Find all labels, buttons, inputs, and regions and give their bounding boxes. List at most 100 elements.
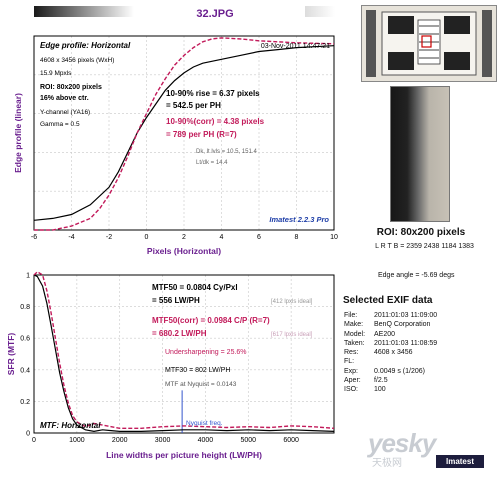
- x-tick-label: 6000: [283, 437, 299, 444]
- roi-crop-image: [390, 86, 450, 222]
- annot-brand: Imatest 2.2.3 Pro: [269, 215, 329, 224]
- x-tick-label: 0: [145, 234, 149, 241]
- x-tick-label: 8: [295, 234, 299, 241]
- annot-gamma: Gamma = 0.5: [40, 121, 80, 128]
- series-line-corrected: [33, 270, 335, 429]
- watermark-sub: 天极网: [372, 458, 402, 469]
- exif-key: Make:: [344, 321, 364, 329]
- mtf-title: MTF: Horizontal: [40, 421, 101, 430]
- annot-corr1: 10-90%(corr) = 4.38 pixels: [166, 117, 265, 126]
- exif-key: ISO:: [344, 386, 359, 394]
- watermark-text: yesky: [368, 428, 436, 458]
- exif-row: File: 2011:01:03 11:09:00: [344, 311, 437, 320]
- y-tick-label: 0: [26, 431, 30, 438]
- annot-above: 16% above ctr.: [40, 95, 89, 102]
- exif-row: ISO: 100: [344, 385, 437, 394]
- x-tick-label: 6: [257, 234, 261, 241]
- x-tick-label: 4: [220, 234, 224, 241]
- annot-nyquist-label: Nyquist freq.: [186, 420, 223, 427]
- annot-ideal1: [412 lpxls ideal]: [271, 299, 313, 305]
- exif-key: Aper:: [344, 377, 361, 385]
- edge-profile-xlabel: Pixels (Horizontal): [147, 246, 221, 256]
- brightness-gradient-bar: [34, 6, 134, 17]
- x-tick-label: 1000: [69, 437, 85, 444]
- annot-corr2: = 789 per PH (R=7): [166, 130, 237, 139]
- test-chart-picture: [362, 6, 496, 81]
- exif-key: Model:: [344, 330, 366, 338]
- exif-value: 100: [374, 386, 386, 394]
- x-tick-label: 10: [330, 234, 338, 241]
- brightness-gradient-bar-right: [305, 6, 335, 17]
- exif-row: Model: AE200: [344, 330, 437, 339]
- x-tick-label: 2: [182, 234, 186, 241]
- annot-dk: Dk, lt lvls = 10.5, 151.4: [196, 149, 258, 155]
- y-tick-label: 0.8: [20, 304, 30, 311]
- annot-mtf50b: = 556 LW/PH: [152, 296, 200, 305]
- edge-angle: Edge angle = -5.69 degs: [378, 272, 455, 279]
- annot-size-px: 4608 x 3456 pixels (WxH): [40, 57, 114, 64]
- test-chart-thumbnail: [361, 5, 497, 82]
- exif-title: Selected EXIF data: [343, 295, 433, 306]
- series-line-corrected: [34, 37, 335, 231]
- exif-value: f/2.5: [374, 377, 388, 385]
- exif-row: Exp: 0.0049 s (1/206): [344, 367, 437, 376]
- series-line-measured: [33, 274, 335, 433]
- roi-lrtb: L R T B = 2359 2438 1184 1383: [375, 243, 474, 250]
- exif-value: 2011:01:03 11:08:59: [374, 339, 438, 347]
- edge-profile-lines: [33, 37, 335, 231]
- exif-key: Exp:: [344, 367, 359, 375]
- y-tick-label: 0.6: [20, 336, 30, 343]
- y-tick-label: 0.4: [20, 367, 30, 374]
- annot-nyquist: MTF at Nyquist = 0.0143: [165, 381, 237, 388]
- exif-value: 2011:01:03 11:09:00: [374, 312, 438, 319]
- y-tick-label: 1: [26, 273, 30, 280]
- series-line-measured: [33, 45, 335, 221]
- edge-profile-chart: -6 -4 -2 0 2 4 6 8 10 Edge profile: Horizontal 0…: [13, 35, 338, 256]
- mtf-chart: 0 1000 2000 3000 4000 5000 600000.20.40.60.81 …: [6, 270, 335, 460]
- mtf-ticks: 0 1000 2000 3000 4000 5000 6000 0 0.2 0.4 0.6 0.8 1: [20, 273, 299, 445]
- x-tick-label: -2: [106, 234, 112, 241]
- exif-row: Make: BenQ Corporation: [344, 320, 437, 329]
- annot-rise1: 10-90% rise = 6.37 pixels: [166, 89, 260, 98]
- exif-key: Res:: [344, 349, 359, 357]
- exif-row: Res: 4608 x 3456: [344, 348, 437, 357]
- mtf-xlabel: Line widths per picture height (LW/PH): [106, 450, 262, 460]
- annot-channel: Y-channel (YA16): [40, 109, 90, 116]
- x-tick-label: 5000: [240, 437, 256, 444]
- exif-row: Aper: f/2.5: [344, 376, 437, 385]
- edge-profile-x-ticks: -6 -4 -2 0 2 4 6 8 10: [31, 234, 338, 241]
- annot-roi: ROI: 80x200 pixels: [40, 84, 102, 91]
- annot-mtf-corr2: = 680.2 LW/PH: [152, 329, 207, 338]
- x-tick-label: -4: [68, 234, 74, 241]
- x-tick-label: 4000: [198, 437, 214, 444]
- exif-row: Taken: 2011:01:03 11:08:59: [344, 339, 437, 348]
- x-tick-label: 2000: [112, 437, 128, 444]
- exif-list: File: 2011:01:03 11:09:00 Make: BenQ Corpor…: [344, 311, 437, 395]
- annot-mtf50: MTF50 = 0.0804 Cy/Pxl: [152, 283, 238, 292]
- edge-profile-timestamp: 03-Nov-2011 14:47:21: [261, 43, 330, 50]
- annot-rise2: = 542.5 per PH: [166, 101, 221, 110]
- x-tick-label: 3000: [155, 437, 171, 444]
- annot-under: Undersharpening = 25.6%: [165, 349, 247, 356]
- edge-profile-title: Edge profile: Horizontal: [40, 41, 131, 50]
- exif-value: AE200: [374, 330, 396, 338]
- exif-value: BenQ Corporation: [374, 321, 431, 329]
- exif-key: File:: [344, 312, 358, 319]
- exif-row: FL:: [344, 357, 437, 366]
- edge-profile-ylabel: Edge profile (linear): [13, 93, 23, 173]
- mtf-ylabel: SFR (MTF): [6, 333, 16, 376]
- annot-mtf-corr1: MTF50(corr) = 0.0984 C/P (R=7): [152, 316, 270, 325]
- mtf-frame: [33, 274, 335, 434]
- file-title: 32.JPG: [196, 8, 234, 20]
- edge-profile-frame: [33, 35, 335, 231]
- exif-key: FL:: [344, 358, 355, 366]
- annot-mpxls: 15.9 Mpxls: [40, 70, 72, 77]
- exif-key: Taken:: [344, 339, 365, 347]
- x-tick-label: 0: [32, 437, 36, 444]
- y-tick-label: 0.2: [20, 399, 30, 406]
- imatest-logo: Imatest: [436, 455, 484, 468]
- annot-ltdk: Lt/dk = 14.4: [196, 160, 228, 166]
- roi-title: ROI: 80x200 pixels: [376, 227, 466, 238]
- annot-mtf30: MTF30 = 802 LW/PH: [165, 367, 230, 374]
- mtf-lines: [33, 270, 335, 433]
